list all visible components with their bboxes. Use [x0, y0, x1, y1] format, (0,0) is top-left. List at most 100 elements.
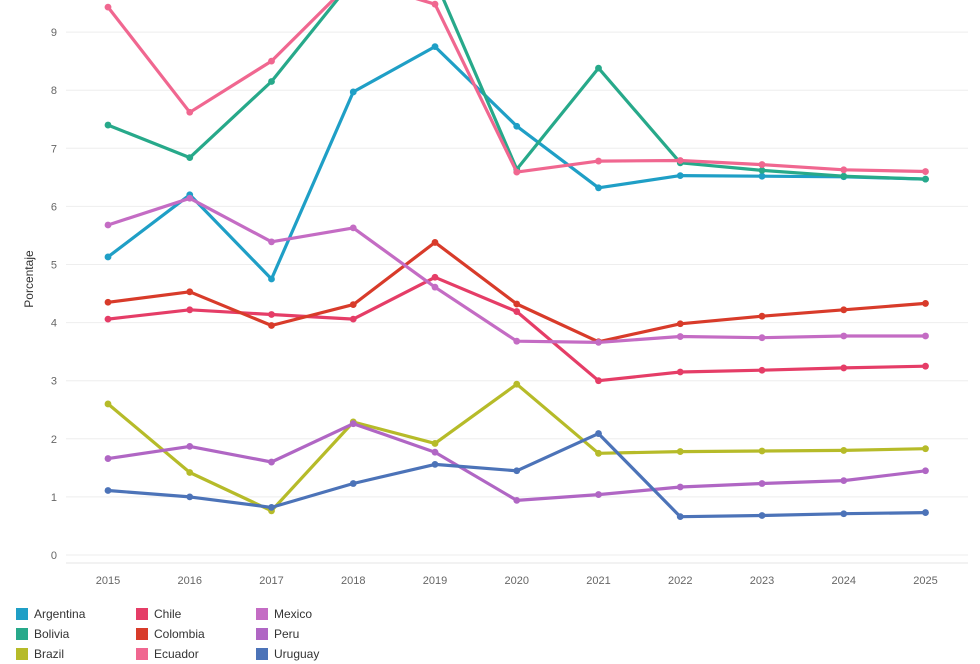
- legend-item-brazil[interactable]: Brazil: [16, 644, 136, 664]
- data-point-peru: [595, 491, 602, 498]
- data-point-colombia: [349, 301, 357, 308]
- data-point-uruguay: [513, 467, 521, 475]
- data-point-brazil: [922, 445, 929, 453]
- x-tick-label: 2022: [668, 575, 692, 587]
- data-point-chile: [676, 368, 684, 376]
- data-point-colombia: [676, 320, 684, 328]
- data-point-brazil: [676, 448, 684, 455]
- series-line-bolivia: [106, 0, 928, 181]
- y-tick-label: 7: [51, 143, 57, 155]
- legend-item-chile[interactable]: Chile: [136, 604, 256, 624]
- data-point-mexico: [758, 334, 766, 342]
- data-point-ecuador: [104, 3, 112, 11]
- data-point-brazil: [513, 380, 521, 388]
- data-point-ecuador: [431, 0, 439, 8]
- line-chart: 0 1 2 3 4 5 6 7 8 9 2015 2016 2017 2018 2019 2020 2021 20…: [22, 0, 968, 587]
- data-point-peru: [186, 442, 194, 450]
- data-point-uruguay: [595, 430, 602, 437]
- legend-label: Colombia: [154, 627, 205, 641]
- data-point-colombia: [758, 312, 766, 320]
- data-point-ecuador: [595, 157, 602, 165]
- data-point-chile: [513, 308, 521, 315]
- legend-item-bolivia[interactable]: Bolivia: [16, 624, 136, 644]
- data-point-peru: [104, 455, 112, 462]
- data-point-colombia: [186, 288, 194, 296]
- data-point-peru: [268, 458, 275, 466]
- legend-item-colombia[interactable]: Colombia: [136, 624, 256, 644]
- x-tick-label: 2023: [750, 575, 774, 587]
- legend-item-peru[interactable]: Peru: [256, 624, 376, 644]
- data-point-mexico: [922, 332, 929, 340]
- y-tick-label: 3: [51, 376, 57, 388]
- series-line-brazil: [106, 382, 928, 513]
- x-tick-label: 2021: [586, 575, 610, 587]
- data-point-uruguay: [922, 509, 929, 516]
- y-axis-title: Porcentaje: [22, 250, 36, 308]
- legend-item-uruguay[interactable]: Uruguay: [256, 644, 376, 664]
- x-tick-label: 2024: [832, 575, 856, 587]
- legend-label: Bolivia: [34, 627, 70, 641]
- series-line-ecuador: [106, 0, 928, 174]
- data-point-ecuador: [186, 108, 194, 116]
- data-point-peru: [922, 467, 929, 475]
- data-point-colombia: [922, 300, 929, 307]
- data-point-peru: [676, 483, 684, 491]
- series-line-mexico: [106, 196, 928, 344]
- data-point-uruguay: [349, 480, 357, 487]
- y-tick-label: 4: [51, 318, 57, 330]
- legend-item-mexico[interactable]: Mexico: [256, 604, 376, 624]
- legend-swatch: [256, 628, 268, 640]
- data-point-mexico: [595, 338, 602, 346]
- data-point-chile: [758, 366, 766, 374]
- data-point-ecuador: [676, 157, 684, 164]
- data-point-bolivia: [758, 166, 766, 174]
- series-line-peru: [106, 422, 928, 502]
- data-point-argentina: [349, 88, 357, 96]
- legend-swatch: [136, 608, 148, 620]
- data-point-peru: [840, 477, 848, 485]
- legend-swatch: [136, 628, 148, 640]
- data-point-argentina: [104, 253, 112, 261]
- legend-swatch: [16, 648, 28, 660]
- data-point-colombia: [104, 298, 112, 306]
- legend-label: Argentina: [34, 607, 86, 621]
- data-point-brazil: [840, 447, 848, 454]
- legend-swatch: [256, 648, 268, 660]
- data-point-chile: [104, 315, 112, 323]
- data-point-mexico: [349, 224, 357, 232]
- data-point-argentina: [513, 122, 521, 130]
- y-tick-label: 6: [51, 201, 57, 213]
- y-tick-label: 8: [51, 85, 57, 97]
- data-point-bolivia: [840, 172, 848, 180]
- data-point-mexico: [268, 238, 275, 246]
- series-line-chile: [106, 275, 928, 383]
- data-point-brazil: [595, 449, 602, 457]
- data-point-mexico: [104, 221, 112, 229]
- x-tick-label: 2020: [505, 575, 529, 587]
- data-point-uruguay: [758, 512, 766, 519]
- data-point-bolivia: [268, 78, 275, 85]
- data-point-bolivia: [595, 64, 602, 72]
- x-tick-label: 2015: [96, 575, 120, 587]
- data-point-brazil: [758, 447, 766, 455]
- legend-label: Peru: [274, 627, 300, 641]
- x-tick-label: 2025: [913, 575, 937, 587]
- data-point-uruguay: [840, 510, 848, 518]
- legend-swatch: [16, 608, 28, 620]
- data-point-peru: [431, 448, 439, 456]
- data-point-peru: [513, 496, 521, 504]
- data-point-chile: [431, 273, 439, 281]
- legend-label: Uruguay: [274, 647, 320, 661]
- data-point-chile: [840, 364, 848, 372]
- data-point-peru: [349, 420, 357, 428]
- data-point-mexico: [186, 194, 194, 202]
- data-point-mexico: [676, 333, 684, 340]
- series-line-colombia: [106, 240, 928, 344]
- data-point-peru: [758, 480, 766, 487]
- data-point-ecuador: [268, 57, 275, 65]
- data-point-uruguay: [431, 460, 439, 468]
- series-line-uruguay: [106, 432, 928, 519]
- data-point-ecuador: [513, 168, 521, 176]
- legend-item-argentina[interactable]: Argentina: [16, 604, 136, 624]
- legend-item-ecuador[interactable]: Ecuador: [136, 644, 256, 664]
